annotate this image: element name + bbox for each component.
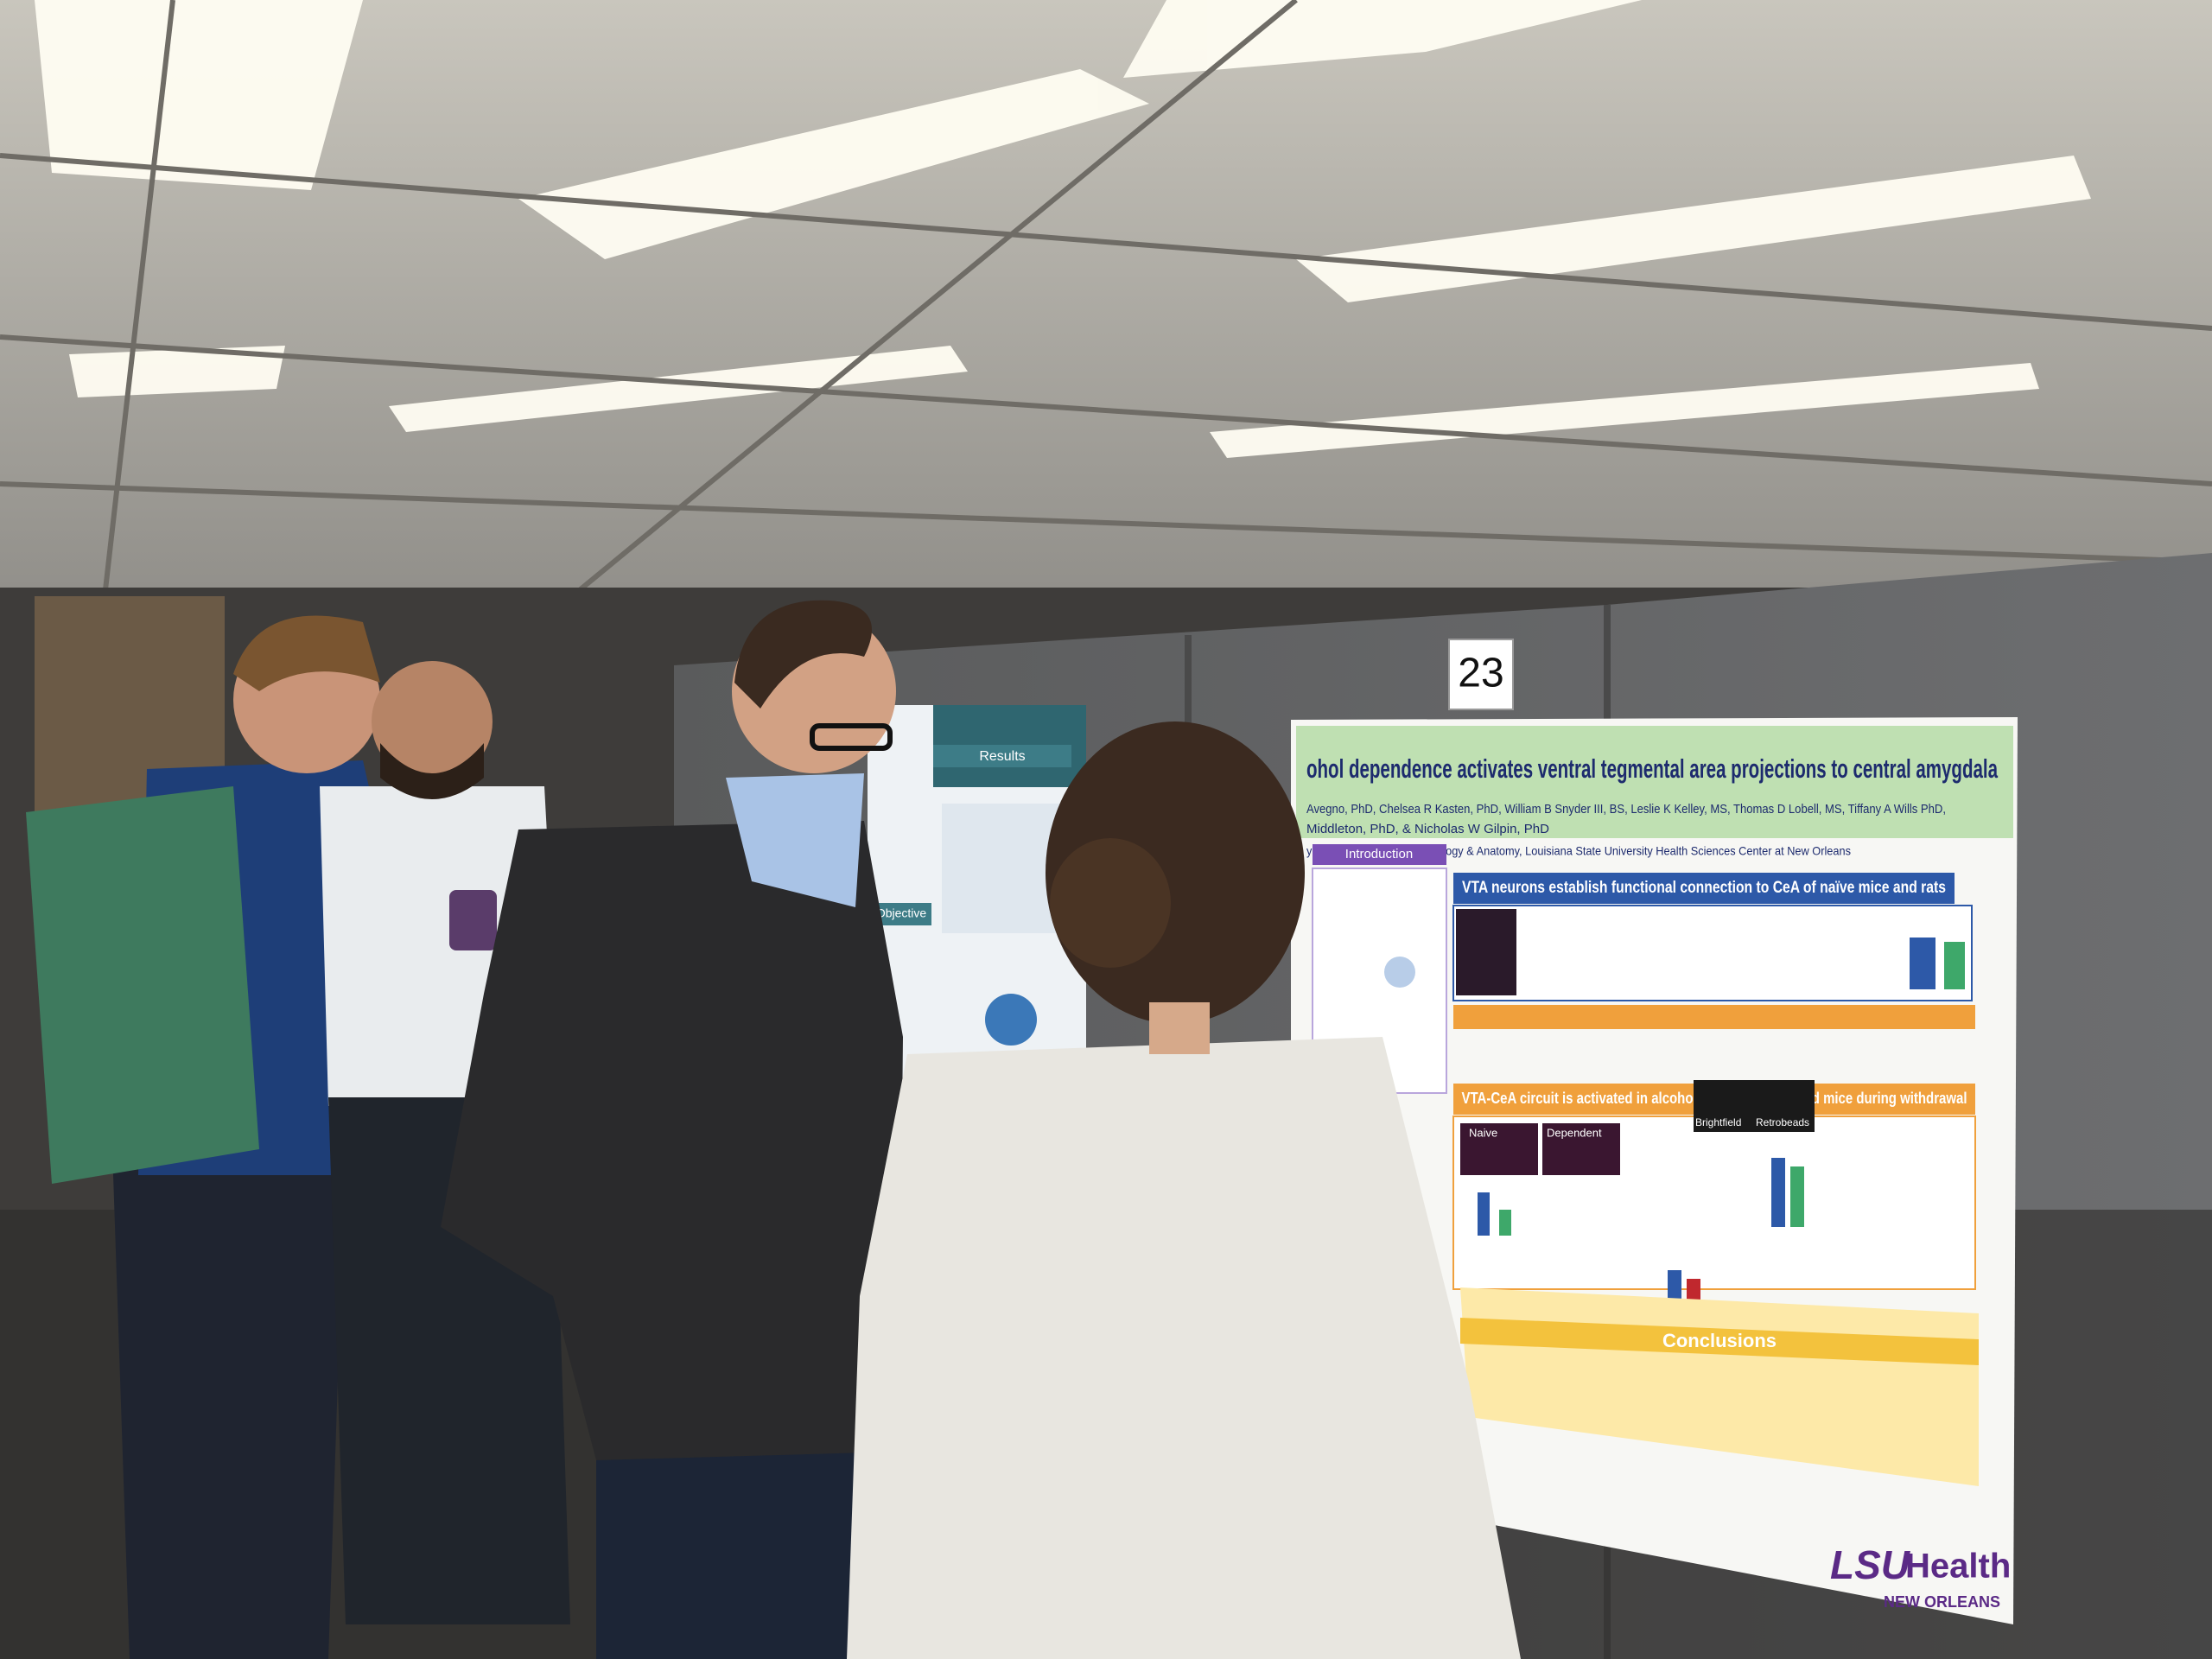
- figure-bar: [1499, 1210, 1511, 1236]
- figure-bar: [1944, 942, 1965, 989]
- logo-name: LSU: [1830, 1542, 1911, 1587]
- person-sweater: [847, 721, 1521, 1659]
- light: [518, 69, 1149, 259]
- grid-rail: [0, 481, 2212, 564]
- section-title: VTA neurons establish functional connect…: [1462, 879, 1946, 897]
- ceiling-grid: [0, 0, 2212, 607]
- head: [372, 661, 493, 782]
- left-poster-pie: [985, 994, 1037, 1046]
- left-poster-section: Results: [979, 749, 1025, 764]
- intro-diagram: [1384, 957, 1415, 988]
- section-title: Conclusions: [1662, 1330, 1777, 1351]
- poster-authors: Avegno, PhD, Chelsea R Kasten, PhD, Will…: [1306, 802, 1946, 817]
- left-poster-section-bar: [933, 745, 1071, 767]
- glasses: [810, 723, 893, 751]
- panel-label: Brightfield: [1695, 1116, 1741, 1128]
- neck: [1149, 1002, 1210, 1054]
- micrograph: [1460, 1123, 1538, 1175]
- logo-suffix: Health: [1905, 1548, 2011, 1586]
- bun: [1050, 838, 1171, 968]
- panel-label: Naive: [1469, 1126, 1497, 1139]
- section-panel: [1452, 1116, 1976, 1290]
- light: [35, 0, 363, 190]
- hair: [233, 615, 380, 691]
- main-poster: ohol dependence activates ventral tegmen…: [1291, 717, 2018, 1624]
- micrograph: [1754, 1080, 1815, 1132]
- logo-location: NEW ORLEANS: [1884, 1593, 2000, 1611]
- person-glasses: [441, 600, 903, 1659]
- figure-bar: [1910, 938, 1936, 989]
- panel-label: Retrobeads: [1756, 1116, 1809, 1128]
- hair: [734, 600, 872, 709]
- left-poster-section: Objective: [876, 906, 927, 920]
- section-header: [1313, 844, 1446, 865]
- poster-title: ohol dependence activates ventral tegmen…: [1306, 753, 1998, 784]
- sweater: [441, 821, 903, 1460]
- title-bar: [1296, 726, 2013, 838]
- grid-rail: [560, 0, 1298, 607]
- figure-bar: [1790, 1166, 1804, 1227]
- section-header: [1460, 1318, 1979, 1365]
- light: [69, 346, 285, 397]
- coffee-cup: [449, 890, 497, 950]
- grid-rail: [101, 0, 175, 606]
- booth-number: 23: [1458, 651, 1503, 696]
- micrograph: [1694, 1080, 1754, 1132]
- backpack: [26, 786, 259, 1184]
- section-header: [1453, 873, 1955, 904]
- light: [1296, 156, 2091, 302]
- left-poster: Results Objective: [868, 705, 1086, 1115]
- jeans: [112, 1149, 346, 1659]
- poster-authors: Middleton, PhD, & Nicholas W Gilpin, PhD: [1306, 822, 1549, 836]
- light: [389, 346, 968, 432]
- section-title: Introduction: [1345, 847, 1413, 861]
- light: [1123, 0, 1642, 78]
- figure-bar: [1771, 1158, 1785, 1227]
- light: [1210, 363, 2039, 458]
- grid-rail: [0, 153, 2212, 331]
- figure-bar: [1478, 1192, 1490, 1236]
- sweater: [847, 1037, 1521, 1659]
- collar: [726, 773, 864, 907]
- panel-label: Dependent: [1547, 1126, 1602, 1139]
- section-panel: [1452, 905, 1973, 1001]
- micrograph: [1542, 1123, 1620, 1175]
- booth-card: [1448, 639, 1514, 710]
- section-header-bar: [1453, 1005, 1975, 1029]
- grid-rail: [0, 334, 2212, 486]
- jeans: [596, 1417, 873, 1659]
- beard: [380, 743, 484, 799]
- micrograph: [1456, 909, 1516, 995]
- ceiling-lights: [35, 0, 2091, 458]
